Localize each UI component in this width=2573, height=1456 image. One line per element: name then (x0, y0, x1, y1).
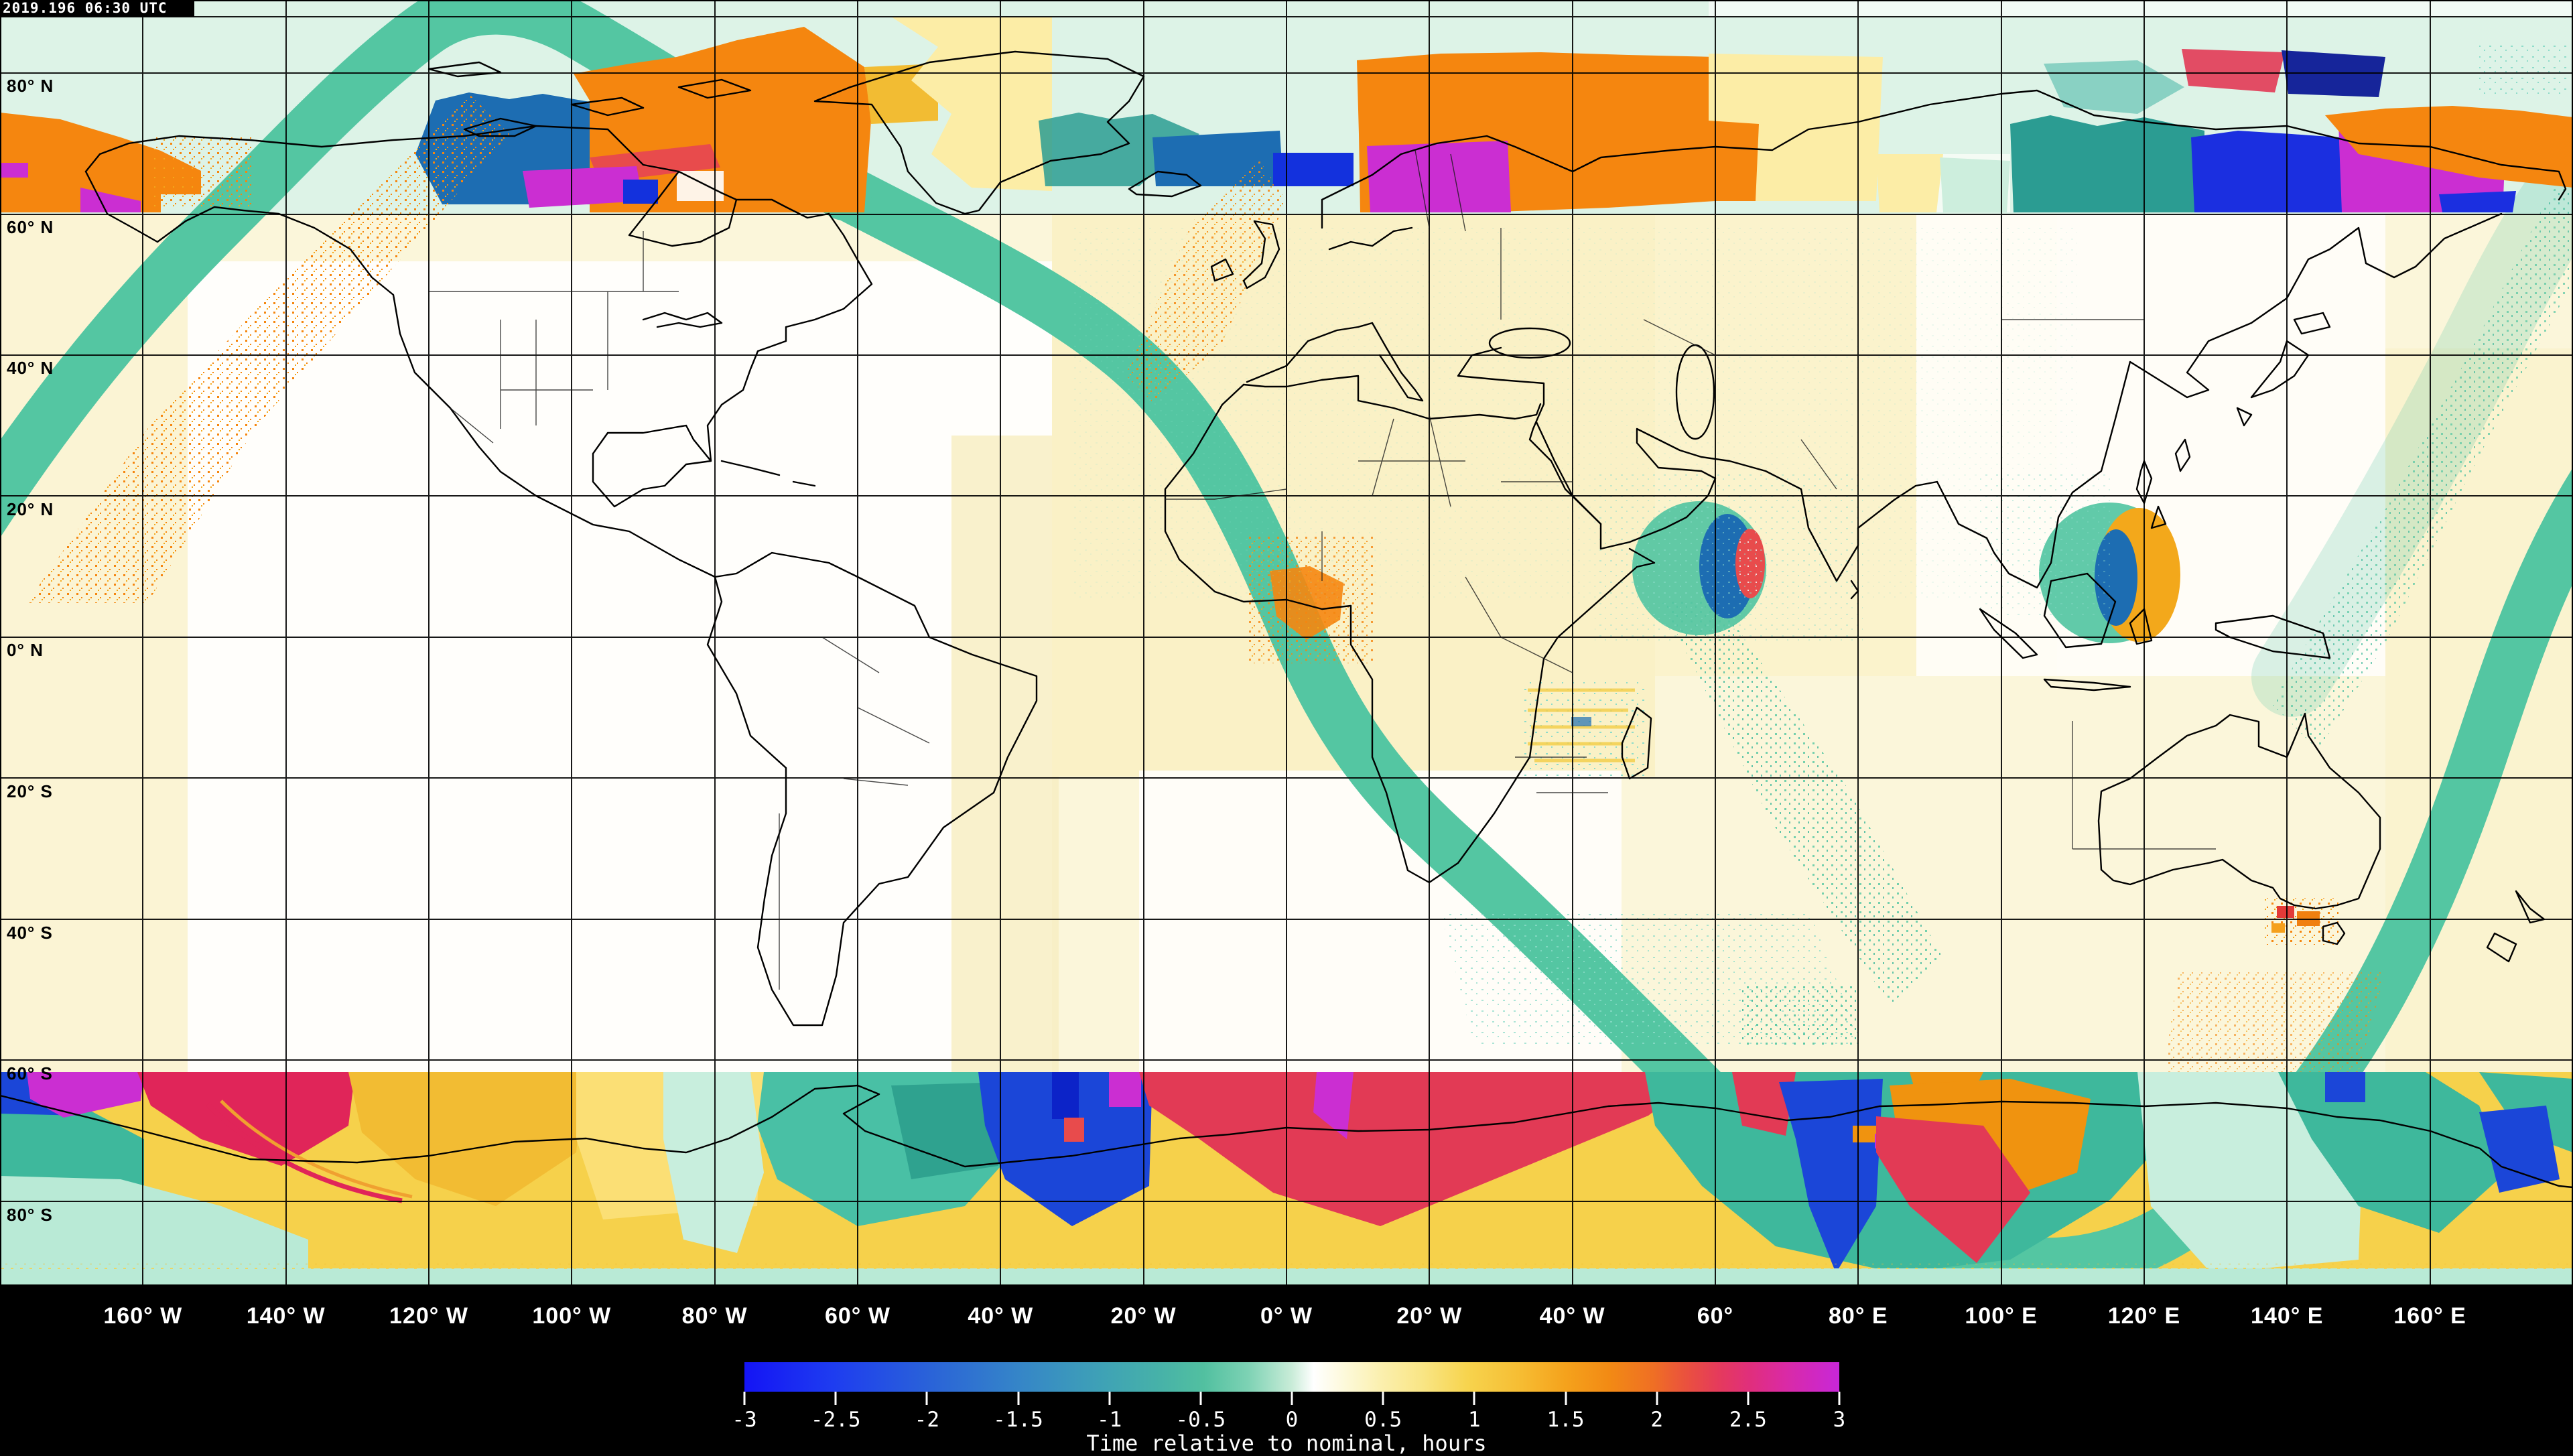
lat-label-60N: 60° N (7, 216, 54, 237)
colorbar-tick-2 (1656, 1392, 1658, 1405)
speckle-fields (27, 94, 2385, 1072)
lon-label-2: 120° W (389, 1303, 468, 1329)
colorbar-tick--2 (925, 1392, 928, 1405)
colorbar-ticklabel-1.5: 1.5 (1546, 1408, 1585, 1432)
lat-label-20S: 20° S (7, 781, 53, 801)
ghost-swath-speckle-east (2271, 161, 2573, 750)
map-svg (0, 0, 2573, 1286)
lon-label-10: 40° W (1539, 1303, 1605, 1329)
lon-label-9: 20° W (1396, 1303, 1463, 1329)
colorbar-ticklabel--2.5: -2.5 (810, 1408, 861, 1432)
colorbar-tick--1 (1108, 1392, 1111, 1405)
lon-label-15: 140° E (2251, 1303, 2324, 1329)
borders (429, 149, 2216, 990)
world-map: 2019.196 06:30 UTC 80° N 60° N 40° N 20° N 0… (0, 0, 2573, 1286)
lat-label-40S: 40° S (7, 922, 53, 943)
colorbar-ticklabel--2: -2 (914, 1408, 939, 1432)
coastlines (0, 50, 2573, 1189)
colorbar-ticklabel-0: 0 (1285, 1408, 1299, 1432)
colorbar-ticklabel-3: 3 (1833, 1408, 1846, 1432)
colorbar-tick-0 (1291, 1392, 1293, 1405)
lon-label-7: 20° W (1110, 1303, 1177, 1329)
colorbar-tick-3 (1838, 1392, 1841, 1405)
colorbar-ticklabel-2: 2 (1650, 1408, 1663, 1432)
lon-label-5: 60° W (824, 1303, 890, 1329)
lon-label-3: 100° W (532, 1303, 612, 1329)
lon-label-13: 100° E (1965, 1303, 2038, 1329)
colorbar-tick--0.5 (1199, 1392, 1202, 1405)
lon-label-8: 0° W (1260, 1303, 1313, 1329)
colorbar-ticklabel--0.5: -0.5 (1175, 1408, 1226, 1432)
lon-label-12: 80° E (1829, 1303, 1888, 1329)
colorbar-tick--2.5 (834, 1392, 837, 1405)
colorbar-ticklabel-0.5: 0.5 (1364, 1408, 1402, 1432)
bottom-band-patches (0, 1072, 2573, 1286)
colorbar-tick-1.5 (1565, 1392, 1567, 1405)
colorbar-tick-2.5 (1747, 1392, 1750, 1405)
timestamp: 2019.196 06:30 UTC (0, 0, 194, 17)
lat-label-60S: 60° S (7, 1063, 53, 1084)
lat-label-80N: 80° N (7, 76, 54, 96)
colorbar-ticklabel--1.5: -1.5 (993, 1408, 1043, 1432)
colorbar-tick--3 (743, 1392, 746, 1405)
colorbar-ticklabel--3: -3 (732, 1408, 757, 1432)
colorbar (744, 1362, 1839, 1392)
lon-label-0: 160° W (103, 1303, 183, 1329)
colorbar-tick-1 (1473, 1392, 1475, 1405)
lat-label-20N: 20° N (7, 499, 54, 519)
lat-label-80S: 80° S (7, 1204, 53, 1225)
colorbar-title: Time relative to nominal, hours (1086, 1431, 1487, 1456)
ghost-swath-speckle-indian (1662, 596, 1943, 1005)
graticule (0, 0, 2573, 1286)
colorbar-ticklabel-2.5: 2.5 (1729, 1408, 1767, 1432)
colorbar-ticklabel--1: -1 (1096, 1408, 1122, 1432)
colorbar-ticklabel-1: 1 (1467, 1408, 1481, 1432)
map-frame (0, 0, 2573, 1286)
lon-label-11: 60° (1697, 1303, 1734, 1329)
lon-label-1: 140° W (246, 1303, 326, 1329)
colorbar-tick-0.5 (1382, 1392, 1384, 1405)
lon-label-6: 40° W (968, 1303, 1034, 1329)
lat-label-0N: 0° N (7, 640, 44, 661)
lat-label-40N: 40° N (7, 358, 54, 379)
colorbar-tick--1.5 (1017, 1392, 1019, 1405)
lon-label-14: 120° E (2107, 1303, 2181, 1329)
lon-label-16: 160° E (2393, 1303, 2466, 1329)
lon-label-4: 80° W (681, 1303, 748, 1329)
